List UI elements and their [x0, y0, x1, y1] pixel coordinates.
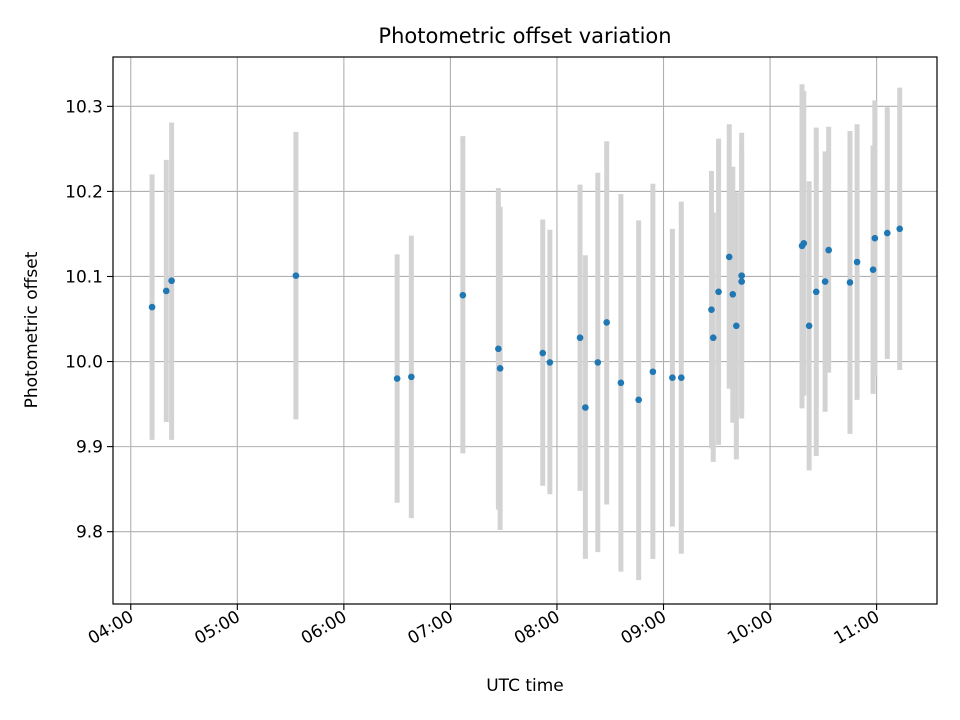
data-point — [162, 287, 170, 295]
data-point — [825, 246, 832, 254]
data-point — [883, 229, 891, 237]
x-axis-label: UTC time — [486, 676, 564, 696]
plot-frame — [112, 56, 938, 605]
y-axis-label: Photometric offset — [22, 251, 42, 408]
data-point — [635, 396, 642, 404]
data-point — [733, 322, 740, 330]
data-point — [669, 374, 676, 382]
data-point — [821, 278, 829, 285]
data-point — [546, 359, 554, 366]
data-point — [853, 258, 861, 266]
data-point — [148, 303, 156, 311]
data-point — [576, 334, 584, 342]
data-point — [677, 374, 685, 382]
data-point — [582, 404, 589, 411]
y-tick-label: 10.2 — [65, 182, 103, 202]
data-point — [168, 277, 175, 285]
data-point — [846, 279, 854, 286]
data-point — [805, 322, 813, 330]
y-tick-label: 9.8 — [76, 523, 103, 543]
data-point — [871, 234, 879, 242]
data-point — [738, 272, 745, 279]
data-point — [738, 278, 745, 285]
data-point — [649, 368, 657, 376]
data-point — [708, 306, 715, 313]
data-point — [603, 319, 610, 326]
data-point — [715, 288, 722, 296]
data-point — [729, 291, 737, 298]
y-tick-label: 10.0 — [65, 353, 103, 373]
data-point — [800, 240, 808, 247]
data-point — [496, 365, 504, 372]
data-point — [594, 359, 602, 366]
data-point — [896, 225, 904, 233]
data-point — [495, 345, 502, 353]
y-tick-label: 10.3 — [65, 97, 103, 117]
data-point — [292, 272, 300, 279]
data-points — [148, 225, 904, 411]
y-tick-label: 10.1 — [65, 267, 103, 287]
data-point — [393, 375, 401, 382]
data-point — [617, 379, 625, 387]
data-point — [459, 291, 467, 299]
data-point — [709, 334, 717, 342]
data-point — [725, 253, 733, 261]
data-point — [869, 266, 877, 273]
data-point — [812, 288, 820, 296]
chart-title: Photometric offset variation — [378, 24, 671, 48]
y-axis-ticks: 9.8 9.9 10.0 10.1 10.2 10.3 — [65, 97, 113, 543]
data-point — [539, 349, 547, 357]
y-tick-label: 9.9 — [76, 438, 103, 458]
data-point — [408, 373, 415, 381]
